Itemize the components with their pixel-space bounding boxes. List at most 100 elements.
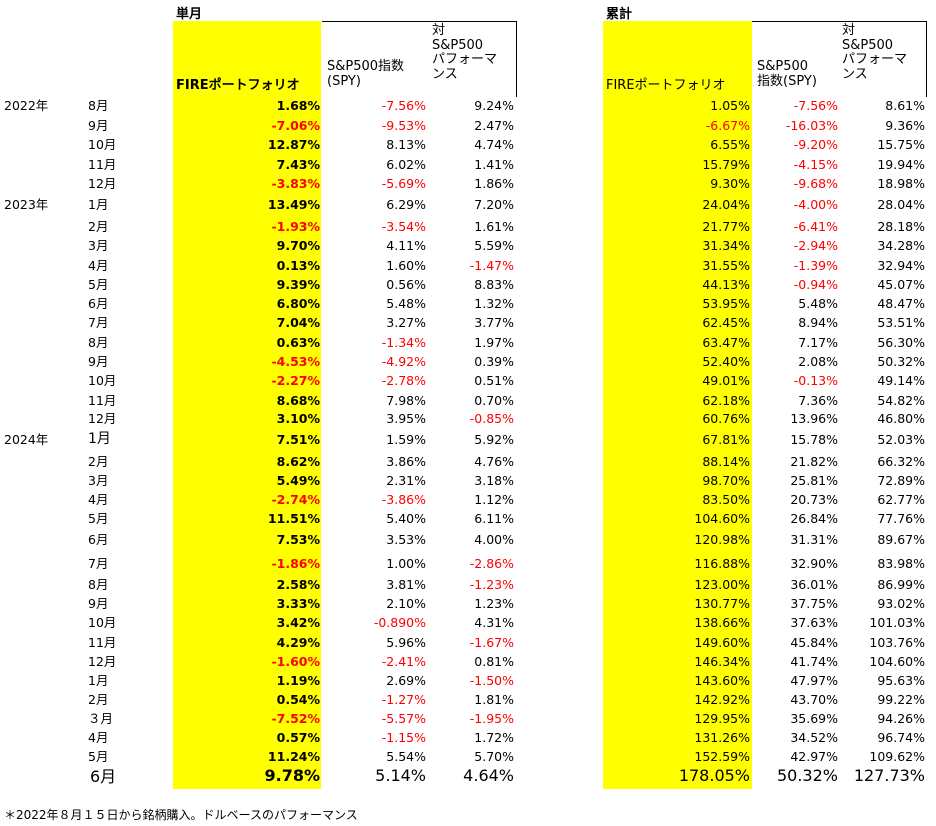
month-label: 2月 bbox=[88, 454, 109, 469]
header-spy-monthly: S&P500指数 (SPY) bbox=[327, 59, 405, 89]
vs-monthly-cell: 1.86% bbox=[474, 176, 514, 191]
vs-cumulative-cell: 89.67% bbox=[877, 532, 925, 547]
month-label: 7月 bbox=[88, 315, 109, 330]
month-label: 10月 bbox=[88, 373, 117, 388]
fire-cumulative-cell: 24.04% bbox=[702, 197, 750, 212]
fire-monthly-cell: 3.10% bbox=[276, 411, 320, 426]
vs-monthly-cell: 5.70% bbox=[474, 749, 514, 764]
vs-cumulative-cell: 54.82% bbox=[877, 393, 925, 408]
spy-cumulative-cell: 45.84% bbox=[790, 635, 838, 650]
fire-monthly-cell: -1.86% bbox=[271, 556, 320, 571]
fire-cumulative-cell: 104.60% bbox=[694, 511, 750, 526]
spy-monthly-cell: 1.60% bbox=[386, 258, 426, 273]
month-label: 12月 bbox=[88, 176, 117, 191]
spy-monthly-cell: -5.69% bbox=[381, 176, 426, 191]
vs-monthly-cell: 5.92% bbox=[474, 432, 514, 447]
fire-cumulative-cell: 9.30% bbox=[710, 176, 750, 191]
vs-monthly-cell: -1.47% bbox=[469, 258, 514, 273]
spy-cumulative-cell: 15.78% bbox=[790, 432, 838, 447]
monthly-top-border bbox=[322, 21, 516, 22]
vs-monthly-cell: -0.85% bbox=[469, 411, 514, 426]
fire-monthly-cell: 8.68% bbox=[276, 393, 320, 408]
header-vs-cumulative: 対 S&P500 パフォーマ ンス bbox=[842, 23, 908, 82]
vs-monthly-cell: -1.95% bbox=[469, 711, 514, 726]
fire-cumulative-cell: 31.34% bbox=[702, 238, 750, 253]
spy-monthly-cell: 8.13% bbox=[386, 137, 426, 152]
fire-cumulative-cell: 178.05% bbox=[678, 766, 750, 785]
vs-cumulative-cell: 19.94% bbox=[877, 157, 925, 172]
spy-cumulative-cell: -4.00% bbox=[793, 197, 838, 212]
month-label: 8月 bbox=[88, 98, 109, 113]
vs-monthly-cell: -1.67% bbox=[469, 635, 514, 650]
spy-monthly-cell: 5.40% bbox=[386, 511, 426, 526]
spy-monthly-cell: 3.95% bbox=[386, 411, 426, 426]
vs-monthly-cell: 0.39% bbox=[474, 354, 514, 369]
vs-monthly-cell: 1.41% bbox=[474, 157, 514, 172]
fire-cumulative-cell: 146.34% bbox=[694, 654, 750, 669]
vs-monthly-cell: 0.81% bbox=[474, 654, 514, 669]
spy-cumulative-cell: 2.08% bbox=[798, 354, 838, 369]
month-label: 1月 bbox=[88, 197, 109, 212]
month-label: 5月 bbox=[88, 749, 109, 764]
vs-monthly-cell: 1.72% bbox=[474, 730, 514, 745]
year-label: 2023年 bbox=[4, 197, 49, 212]
fire-cumulative-cell: 6.55% bbox=[710, 137, 750, 152]
footnote: ＊2022年８月１５日から銘柄購入。ドルベースのパフォーマンス bbox=[4, 808, 358, 822]
vs-monthly-cell: -1.50% bbox=[469, 673, 514, 688]
fire-monthly-cell: -1.93% bbox=[271, 219, 320, 234]
month-label: 7月 bbox=[88, 556, 109, 571]
vs-cumulative-cell: 50.32% bbox=[877, 354, 925, 369]
spy-monthly-cell: -1.27% bbox=[381, 692, 426, 707]
spy-monthly-cell: 3.53% bbox=[386, 532, 426, 547]
spy-monthly-cell: -1.15% bbox=[381, 730, 426, 745]
month-label: 8月 bbox=[88, 577, 109, 592]
spy-monthly-cell: -0.890% bbox=[373, 615, 426, 630]
vs-monthly-cell: 4.76% bbox=[474, 454, 514, 469]
spy-monthly-cell: -9.53% bbox=[381, 118, 426, 133]
vs-cumulative-cell: 72.89% bbox=[877, 473, 925, 488]
spy-cumulative-cell: 42.97% bbox=[790, 749, 838, 764]
spy-cumulative-cell: -4.15% bbox=[793, 157, 838, 172]
spy-cumulative-cell: -6.41% bbox=[793, 219, 838, 234]
spy-monthly-cell: 5.96% bbox=[386, 635, 426, 650]
fire-monthly-cell: 9.70% bbox=[276, 238, 320, 253]
spy-cumulative-cell: 20.73% bbox=[790, 492, 838, 507]
spy-monthly-cell: 3.86% bbox=[386, 454, 426, 469]
fire-monthly-cell: 7.04% bbox=[276, 315, 320, 330]
fire-cumulative-cell: 15.79% bbox=[702, 157, 750, 172]
month-label: 3月 bbox=[88, 238, 109, 253]
vs-cumulative-cell: 8.61% bbox=[885, 98, 925, 113]
spy-monthly-cell: -3.86% bbox=[381, 492, 426, 507]
fire-monthly-cell: -2.74% bbox=[271, 492, 320, 507]
month-label: 12月 bbox=[88, 411, 117, 426]
fire-cumulative-cell: 138.66% bbox=[694, 615, 750, 630]
fire-monthly-cell: 0.13% bbox=[276, 258, 320, 273]
cumulative-title: 累計 bbox=[606, 7, 633, 22]
vs-monthly-cell: 1.81% bbox=[474, 692, 514, 707]
spy-monthly-cell: 1.00% bbox=[386, 556, 426, 571]
spy-cumulative-cell: 8.94% bbox=[798, 315, 838, 330]
vs-monthly-cell: 9.24% bbox=[474, 98, 514, 113]
vs-monthly-cell: -2.86% bbox=[469, 556, 514, 571]
fire-cumulative-cell: 44.13% bbox=[702, 277, 750, 292]
vs-cumulative-cell: 18.98% bbox=[877, 176, 925, 191]
vs-monthly-cell: 2.47% bbox=[474, 118, 514, 133]
month-label: 9月 bbox=[88, 118, 109, 133]
fire-cumulative-cell: 31.55% bbox=[702, 258, 750, 273]
spy-cumulative-cell: -7.56% bbox=[793, 98, 838, 113]
spy-monthly-cell: 6.29% bbox=[386, 197, 426, 212]
spy-monthly-cell: -1.34% bbox=[381, 335, 426, 350]
fire-monthly-cell: 13.49% bbox=[267, 197, 320, 212]
fire-cumulative-cell: 143.60% bbox=[694, 673, 750, 688]
vs-cumulative-cell: 109.62% bbox=[869, 749, 925, 764]
fire-cumulative-cell: -6.67% bbox=[705, 118, 750, 133]
vs-cumulative-cell: 101.03% bbox=[869, 615, 925, 630]
month-label: 3月 bbox=[88, 473, 109, 488]
vs-monthly-cell: 3.18% bbox=[474, 473, 514, 488]
spy-cumulative-cell: 37.63% bbox=[790, 615, 838, 630]
spy-cumulative-cell: -0.94% bbox=[793, 277, 838, 292]
month-label: 2月 bbox=[88, 692, 109, 707]
month-label: ３月 bbox=[88, 711, 114, 726]
vs-cumulative-cell: 28.04% bbox=[877, 197, 925, 212]
spy-monthly-cell: -2.78% bbox=[381, 373, 426, 388]
